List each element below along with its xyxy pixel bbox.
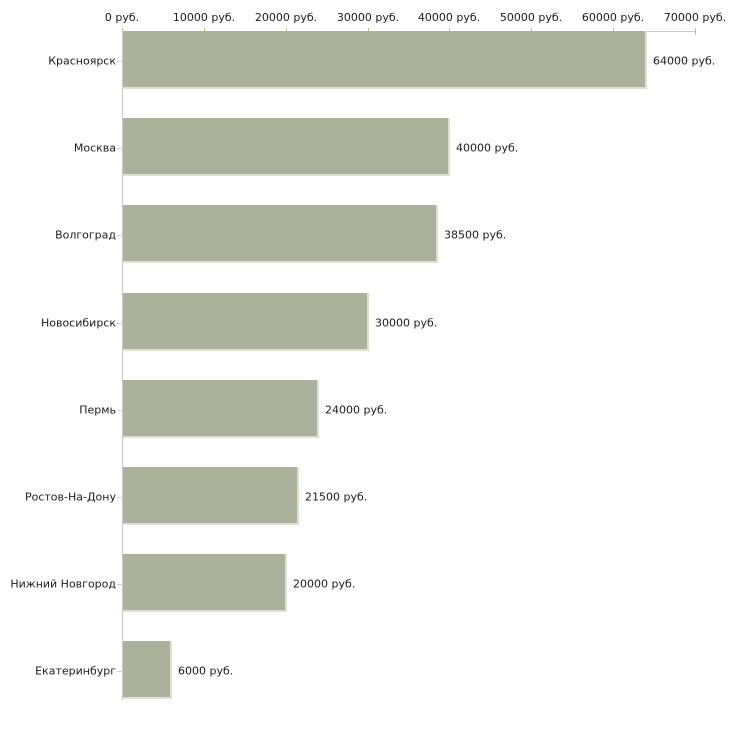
category-tick-mark	[117, 584, 122, 585]
category-label: Волгоград	[55, 228, 116, 242]
x-axis-tick-label: 10000 руб.	[172, 11, 236, 24]
category-tick-mark	[117, 148, 122, 149]
x-axis-tick-label: 70000 руб.	[663, 11, 727, 24]
value-label: 38500 руб.	[444, 228, 507, 242]
category-tick-mark	[117, 61, 122, 62]
bar-5	[123, 380, 319, 438]
category-label: Ростов-На-Дону	[24, 490, 116, 504]
category-label: Москва	[73, 141, 116, 155]
category-label: Красноярск	[48, 54, 116, 68]
value-label: 64000 руб.	[653, 54, 716, 68]
bar-2	[123, 118, 450, 176]
bar-3	[123, 205, 438, 263]
y-axis-line	[122, 31, 123, 700]
value-label: 30000 руб.	[375, 316, 438, 330]
x-axis-tick-label: 30000 руб.	[336, 11, 400, 24]
category-label: Екатеринбург	[35, 664, 116, 678]
x-axis-tick-label: 40000 руб.	[417, 11, 481, 24]
value-label: 24000 руб.	[325, 403, 388, 417]
category-tick-mark	[117, 235, 122, 236]
category-label: Новосибирск	[40, 316, 116, 330]
bar-1	[123, 31, 647, 89]
bar-7	[123, 554, 287, 612]
x-axis-tick-label: 60000 руб.	[581, 11, 645, 24]
category-tick-mark	[117, 671, 122, 672]
category-tick-mark	[117, 410, 122, 411]
bar-8	[123, 641, 172, 699]
value-label: 20000 руб.	[293, 577, 356, 591]
x-axis-tick-label: 20000 руб.	[254, 11, 318, 24]
category-label: Нижний Новгород	[10, 577, 116, 591]
x-axis-tick-label: 0 руб.	[104, 11, 140, 24]
value-label: 40000 руб.	[456, 141, 519, 155]
value-label: 6000 руб.	[178, 664, 234, 678]
x-axis-tick-mark	[695, 28, 696, 35]
value-label: 21500 руб.	[305, 490, 368, 504]
category-label: Пермь	[79, 403, 116, 417]
bar-6	[123, 467, 299, 525]
category-tick-mark	[117, 497, 122, 498]
x-axis-tick-label: 50000 руб.	[499, 11, 563, 24]
category-tick-mark	[117, 323, 122, 324]
bar-4	[123, 293, 369, 351]
